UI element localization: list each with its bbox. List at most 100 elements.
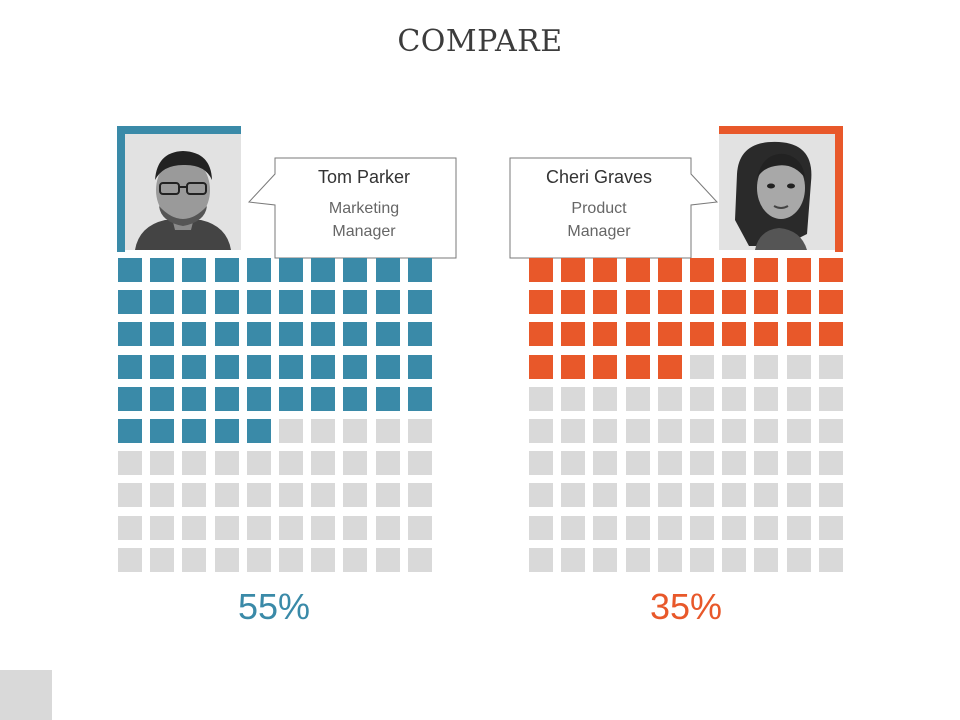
waffle-cell-filled	[722, 322, 747, 347]
waffle-cell-filled	[118, 386, 142, 411]
waffle-cell-empty	[818, 515, 843, 540]
photo-frame-left	[117, 126, 241, 252]
waffle-cell-filled	[343, 354, 368, 379]
waffle-cell-empty	[690, 354, 714, 379]
compare-panel-right: Cheri Graves Product Manager 35%	[508, 0, 928, 720]
page-title: COMPARE	[397, 24, 563, 59]
waffle-cell-filled	[311, 290, 336, 315]
waffle-chart-left	[118, 258, 432, 572]
waffle-cell-empty	[561, 515, 586, 540]
waffle-cell-empty	[593, 483, 618, 508]
waffle-cell-filled	[657, 322, 682, 347]
person-role: Product Manager	[567, 200, 631, 240]
waffle-cell-filled	[182, 290, 207, 315]
female-portrait-icon	[719, 134, 835, 250]
waffle-cell-filled	[407, 258, 432, 282]
person-name: Cheri Graves	[545, 167, 653, 187]
waffle-cell-filled	[246, 290, 271, 315]
waffle-cell-empty	[818, 483, 843, 508]
waffle-chart-right	[529, 258, 843, 572]
waffle-cell-empty	[311, 483, 336, 508]
waffle-cell-filled	[343, 386, 368, 411]
waffle-cell-empty	[529, 547, 553, 572]
waffle-cell-filled	[754, 322, 779, 347]
waffle-cell-empty	[561, 419, 586, 443]
waffle-cell-empty	[214, 515, 239, 540]
waffle-cell-filled	[118, 322, 142, 347]
waffle-cell-filled	[311, 322, 336, 347]
waffle-cell-filled	[118, 258, 142, 282]
waffle-cell-empty	[150, 451, 175, 476]
waffle-cell-empty	[407, 451, 432, 476]
waffle-cell-empty	[818, 451, 843, 476]
waffle-cell-empty	[754, 386, 779, 411]
waffle-cell-filled	[150, 258, 175, 282]
waffle-cell-empty	[625, 419, 650, 443]
waffle-cell-empty	[311, 451, 336, 476]
waffle-cell-empty	[722, 354, 747, 379]
waffle-cell-empty	[561, 483, 586, 508]
waffle-cell-empty	[246, 451, 271, 476]
waffle-cell-empty	[343, 515, 368, 540]
waffle-cell-empty	[214, 483, 239, 508]
waffle-cell-empty	[690, 419, 714, 443]
waffle-cell-empty	[657, 451, 682, 476]
waffle-cell-empty	[754, 451, 779, 476]
waffle-cell-filled	[561, 322, 586, 347]
waffle-cell-empty	[593, 515, 618, 540]
waffle-cell-filled	[529, 290, 553, 315]
waffle-cell-filled	[118, 290, 142, 315]
name-callout-left: Tom Parker Marketing Manager	[247, 157, 457, 259]
waffle-cell-empty	[279, 419, 303, 443]
waffle-cell-filled	[246, 322, 271, 347]
waffle-cell-filled	[625, 258, 650, 282]
waffle-cell-empty	[722, 483, 747, 508]
waffle-cell-empty	[818, 354, 843, 379]
waffle-cell-empty	[786, 515, 811, 540]
waffle-cell-filled	[182, 386, 207, 411]
waffle-cell-empty	[343, 547, 368, 572]
waffle-cell-filled	[279, 258, 303, 282]
waffle-cell-empty	[246, 515, 271, 540]
waffle-cell-empty	[690, 547, 714, 572]
waffle-cell-filled	[529, 322, 553, 347]
waffle-cell-empty	[818, 547, 843, 572]
waffle-cell-empty	[407, 483, 432, 508]
waffle-cell-filled	[593, 290, 618, 315]
waffle-cell-empty	[375, 451, 400, 476]
waffle-cell-empty	[786, 451, 811, 476]
waffle-cell-filled	[311, 354, 336, 379]
waffle-cell-filled	[407, 322, 432, 347]
waffle-cell-empty	[625, 483, 650, 508]
waffle-cell-filled	[375, 258, 400, 282]
waffle-cell-empty	[343, 483, 368, 508]
waffle-cell-filled	[279, 322, 303, 347]
waffle-cell-filled	[818, 322, 843, 347]
waffle-cell-empty	[625, 451, 650, 476]
waffle-cell-filled	[214, 290, 239, 315]
slide-corner-marker	[0, 670, 52, 720]
waffle-cell-empty	[722, 515, 747, 540]
waffle-cell-empty	[593, 386, 618, 411]
waffle-cell-empty	[754, 354, 779, 379]
waffle-cell-filled	[529, 354, 553, 379]
waffle-cell-filled	[818, 290, 843, 315]
waffle-cell-empty	[375, 515, 400, 540]
waffle-cell-empty	[529, 483, 553, 508]
waffle-cell-filled	[375, 322, 400, 347]
waffle-cell-filled	[311, 386, 336, 411]
waffle-cell-filled	[279, 386, 303, 411]
waffle-cell-filled	[754, 258, 779, 282]
waffle-cell-filled	[118, 419, 142, 443]
waffle-cell-filled	[407, 354, 432, 379]
waffle-cell-filled	[657, 290, 682, 315]
waffle-cell-empty	[754, 483, 779, 508]
waffle-cell-filled	[407, 386, 432, 411]
waffle-cell-empty	[182, 547, 207, 572]
waffle-cell-empty	[786, 419, 811, 443]
waffle-cell-empty	[375, 419, 400, 443]
waffle-cell-filled	[690, 290, 714, 315]
waffle-cell-empty	[529, 419, 553, 443]
waffle-cell-filled	[625, 322, 650, 347]
waffle-cell-empty	[118, 483, 142, 508]
